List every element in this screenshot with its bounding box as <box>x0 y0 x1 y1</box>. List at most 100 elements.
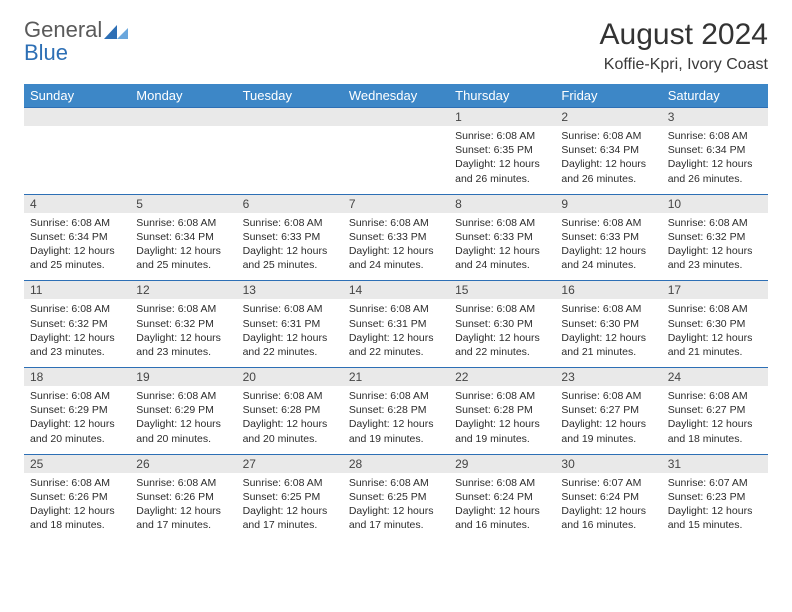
day-number: 2 <box>555 108 661 126</box>
page-header: General Blue August 2024 Koffie-Kpri, Iv… <box>24 18 768 74</box>
calendar-day-cell <box>130 108 236 195</box>
sunset-text: Sunset: 6:34 PM <box>136 230 230 244</box>
calendar-week-row: 4Sunrise: 6:08 AMSunset: 6:34 PMDaylight… <box>24 194 768 281</box>
day-number: 5 <box>130 195 236 213</box>
calendar-day-cell: 7Sunrise: 6:08 AMSunset: 6:33 PMDaylight… <box>343 194 449 281</box>
daylight-text: Daylight: 12 hours and 26 minutes. <box>455 157 549 185</box>
day-number: 11 <box>24 281 130 299</box>
daylight-text: Daylight: 12 hours and 21 minutes. <box>561 331 655 359</box>
sunrise-text: Sunrise: 6:08 AM <box>349 389 443 403</box>
day-detail: Sunrise: 6:08 AMSunset: 6:33 PMDaylight:… <box>237 213 343 281</box>
sunset-text: Sunset: 6:31 PM <box>243 317 337 331</box>
day-number: 10 <box>662 195 768 213</box>
sunrise-text: Sunrise: 6:07 AM <box>668 476 762 490</box>
day-detail: Sunrise: 6:08 AMSunset: 6:34 PMDaylight:… <box>662 126 768 194</box>
day-number: 7 <box>343 195 449 213</box>
sunset-text: Sunset: 6:26 PM <box>136 490 230 504</box>
sunset-text: Sunset: 6:33 PM <box>561 230 655 244</box>
sunrise-text: Sunrise: 6:08 AM <box>455 216 549 230</box>
sunrise-text: Sunrise: 6:08 AM <box>668 129 762 143</box>
sunrise-text: Sunrise: 6:08 AM <box>30 389 124 403</box>
day-number: 19 <box>130 368 236 386</box>
calendar-week-row: 11Sunrise: 6:08 AMSunset: 6:32 PMDayligh… <box>24 281 768 368</box>
day-number: 9 <box>555 195 661 213</box>
daylight-text: Daylight: 12 hours and 25 minutes. <box>30 244 124 272</box>
day-number: 27 <box>237 455 343 473</box>
day-number <box>130 108 236 126</box>
day-number: 13 <box>237 281 343 299</box>
sunset-text: Sunset: 6:32 PM <box>30 317 124 331</box>
day-number: 28 <box>343 455 449 473</box>
day-detail: Sunrise: 6:08 AMSunset: 6:34 PMDaylight:… <box>130 213 236 281</box>
day-detail: Sunrise: 6:08 AMSunset: 6:30 PMDaylight:… <box>555 299 661 367</box>
weekday-header: Wednesday <box>343 84 449 108</box>
sunset-text: Sunset: 6:27 PM <box>561 403 655 417</box>
logo-text-blue: Blue <box>24 40 68 65</box>
day-detail: Sunrise: 6:08 AMSunset: 6:28 PMDaylight:… <box>237 386 343 454</box>
sunrise-text: Sunrise: 6:08 AM <box>455 302 549 316</box>
calendar-day-cell: 29Sunrise: 6:08 AMSunset: 6:24 PMDayligh… <box>449 454 555 540</box>
sunset-text: Sunset: 6:30 PM <box>668 317 762 331</box>
calendar-page: General Blue August 2024 Koffie-Kpri, Iv… <box>0 0 792 540</box>
day-detail: Sunrise: 6:08 AMSunset: 6:32 PMDaylight:… <box>130 299 236 367</box>
sunset-text: Sunset: 6:29 PM <box>30 403 124 417</box>
weekday-header: Friday <box>555 84 661 108</box>
sunrise-text: Sunrise: 6:08 AM <box>561 216 655 230</box>
calendar-day-cell: 10Sunrise: 6:08 AMSunset: 6:32 PMDayligh… <box>662 194 768 281</box>
calendar-day-cell: 22Sunrise: 6:08 AMSunset: 6:28 PMDayligh… <box>449 368 555 455</box>
daylight-text: Daylight: 12 hours and 26 minutes. <box>668 157 762 185</box>
calendar-day-cell: 18Sunrise: 6:08 AMSunset: 6:29 PMDayligh… <box>24 368 130 455</box>
sunrise-text: Sunrise: 6:08 AM <box>349 216 443 230</box>
weekday-header: Monday <box>130 84 236 108</box>
sunrise-text: Sunrise: 6:08 AM <box>349 302 443 316</box>
daylight-text: Daylight: 12 hours and 23 minutes. <box>136 331 230 359</box>
day-number: 25 <box>24 455 130 473</box>
calendar-day-cell: 25Sunrise: 6:08 AMSunset: 6:26 PMDayligh… <box>24 454 130 540</box>
day-detail <box>130 126 236 151</box>
calendar-day-cell: 24Sunrise: 6:08 AMSunset: 6:27 PMDayligh… <box>662 368 768 455</box>
daylight-text: Daylight: 12 hours and 22 minutes. <box>455 331 549 359</box>
day-detail: Sunrise: 6:08 AMSunset: 6:32 PMDaylight:… <box>24 299 130 367</box>
sunset-text: Sunset: 6:34 PM <box>30 230 124 244</box>
daylight-text: Daylight: 12 hours and 20 minutes. <box>243 417 337 445</box>
day-number <box>343 108 449 126</box>
daylight-text: Daylight: 12 hours and 22 minutes. <box>349 331 443 359</box>
logo: General Blue <box>24 18 130 64</box>
sunrise-text: Sunrise: 6:08 AM <box>136 389 230 403</box>
daylight-text: Daylight: 12 hours and 23 minutes. <box>30 331 124 359</box>
logo-mark-icon <box>104 21 130 41</box>
sunset-text: Sunset: 6:30 PM <box>561 317 655 331</box>
calendar-day-cell: 14Sunrise: 6:08 AMSunset: 6:31 PMDayligh… <box>343 281 449 368</box>
logo-text-general: General <box>24 17 102 42</box>
calendar-day-cell: 17Sunrise: 6:08 AMSunset: 6:30 PMDayligh… <box>662 281 768 368</box>
calendar-day-cell: 19Sunrise: 6:08 AMSunset: 6:29 PMDayligh… <box>130 368 236 455</box>
day-number: 8 <box>449 195 555 213</box>
day-detail: Sunrise: 6:08 AMSunset: 6:30 PMDaylight:… <box>662 299 768 367</box>
calendar-day-cell: 4Sunrise: 6:08 AMSunset: 6:34 PMDaylight… <box>24 194 130 281</box>
weekday-header: Tuesday <box>237 84 343 108</box>
sunset-text: Sunset: 6:25 PM <box>349 490 443 504</box>
daylight-text: Daylight: 12 hours and 15 minutes. <box>668 504 762 532</box>
day-detail: Sunrise: 6:08 AMSunset: 6:34 PMDaylight:… <box>24 213 130 281</box>
sunrise-text: Sunrise: 6:08 AM <box>455 476 549 490</box>
daylight-text: Daylight: 12 hours and 17 minutes. <box>349 504 443 532</box>
day-number: 14 <box>343 281 449 299</box>
daylight-text: Daylight: 12 hours and 26 minutes. <box>561 157 655 185</box>
sunset-text: Sunset: 6:32 PM <box>136 317 230 331</box>
location-text: Koffie-Kpri, Ivory Coast <box>600 56 768 74</box>
calendar-day-cell: 3Sunrise: 6:08 AMSunset: 6:34 PMDaylight… <box>662 108 768 195</box>
sunset-text: Sunset: 6:33 PM <box>455 230 549 244</box>
calendar-day-cell: 6Sunrise: 6:08 AMSunset: 6:33 PMDaylight… <box>237 194 343 281</box>
day-detail <box>237 126 343 151</box>
sunset-text: Sunset: 6:32 PM <box>668 230 762 244</box>
sunset-text: Sunset: 6:25 PM <box>243 490 337 504</box>
sunrise-text: Sunrise: 6:08 AM <box>243 476 337 490</box>
sunset-text: Sunset: 6:34 PM <box>561 143 655 157</box>
sunrise-text: Sunrise: 6:08 AM <box>561 389 655 403</box>
day-detail: Sunrise: 6:07 AMSunset: 6:24 PMDaylight:… <box>555 473 661 541</box>
calendar-day-cell: 23Sunrise: 6:08 AMSunset: 6:27 PMDayligh… <box>555 368 661 455</box>
day-detail: Sunrise: 6:08 AMSunset: 6:27 PMDaylight:… <box>555 386 661 454</box>
day-number <box>237 108 343 126</box>
day-number: 30 <box>555 455 661 473</box>
sunset-text: Sunset: 6:23 PM <box>668 490 762 504</box>
